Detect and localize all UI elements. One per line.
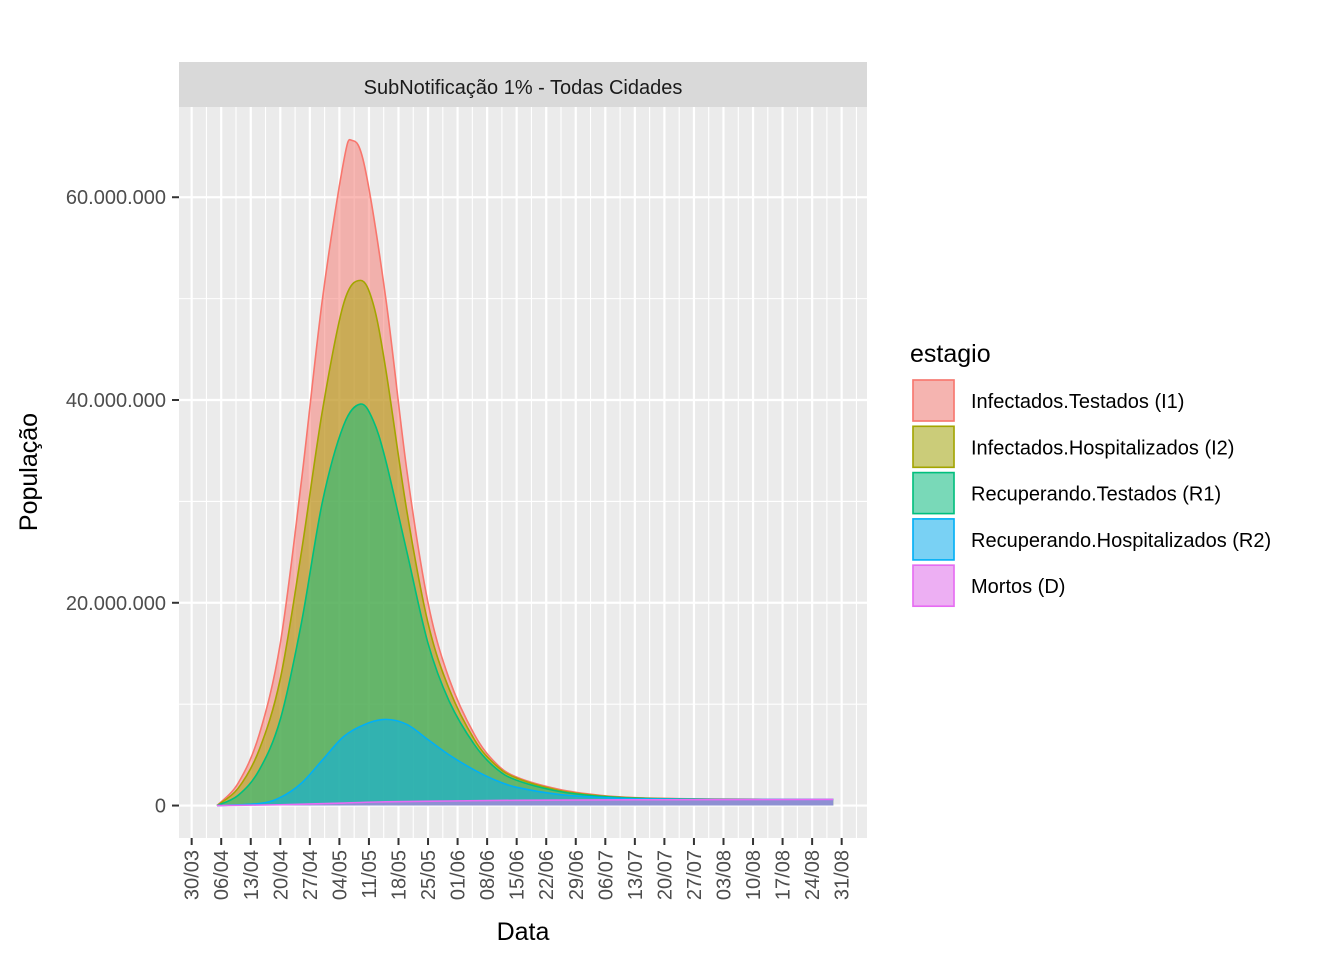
x-tick-label: 20/04 xyxy=(270,850,292,900)
areas xyxy=(216,138,834,807)
y-tick-label: 40.000.000 xyxy=(66,390,166,412)
area-mortos-d xyxy=(216,799,834,806)
legend-label-recuperando-testados-r1: Recuperando.Testados (R1) xyxy=(971,484,1221,506)
x-tick-label: 13/07 xyxy=(625,850,647,900)
x-tick-label: 04/05 xyxy=(329,850,351,900)
legend-swatch-recuperando-testados-r1 xyxy=(912,471,955,515)
facet-strip xyxy=(179,62,867,107)
legend-swatch-infectados-testados-i1 xyxy=(912,379,955,422)
x-tick-label: 13/04 xyxy=(241,850,263,900)
legend: Infectados.Testados (I1) Infectados.Hospi… xyxy=(912,379,1271,608)
x-tick-label: 24/08 xyxy=(802,850,824,900)
x-tick-label: 01/06 xyxy=(448,850,470,900)
x-tick-label: 25/05 xyxy=(418,850,440,900)
x-tick-label: 11/05 xyxy=(359,850,381,899)
x-tick-label: 27/07 xyxy=(684,850,706,900)
legend-title: estagio xyxy=(910,340,991,368)
x-tick-label: 29/06 xyxy=(566,850,588,900)
y-tick-label: 60.000.000 xyxy=(66,187,166,209)
legend-swatch-infectados-hospitalizados-i2 xyxy=(912,425,955,469)
x-tick-label: 18/05 xyxy=(388,850,410,900)
x-tick-label: 27/04 xyxy=(300,850,322,900)
y-axis-title: População xyxy=(15,413,43,531)
legend-swatch-mortos-d xyxy=(912,564,955,608)
x-tick-label: 17/08 xyxy=(773,850,795,900)
legend-label-recuperando-hospitalizados-r2: Recuperando.Hospitalizados (R2) xyxy=(971,530,1271,552)
y-axis: 0 20.000.000 40.000.000 60.000.000 xyxy=(66,187,179,818)
x-tick-label: 15/06 xyxy=(507,850,529,900)
line-mortos-d xyxy=(216,798,834,807)
legend-label-infectados-hospitalizados-i2: Infectados.Hospitalizados (I2) xyxy=(971,437,1234,459)
y-tick-label: 20.000.000 xyxy=(66,593,166,615)
area-recuperando-hospitalizados-r2 xyxy=(216,719,834,806)
area-recuperando-testados-r1 xyxy=(216,403,834,806)
x-tick-label: 06/04 xyxy=(211,850,233,900)
legend-swatch-recuperando-hospitalizados-r2 xyxy=(912,518,955,561)
x-tick-label: 22/06 xyxy=(536,850,558,900)
legend-label-infectados-testados-i1: Infectados.Testados (I1) xyxy=(971,391,1184,413)
facet-strip-title: SubNotificação 1% - Todas Cidades xyxy=(364,77,683,99)
y-tick-label: 0 xyxy=(155,796,166,818)
x-axis: 30/03 06/04 13/04 20/04 27/04 04/05 11/05 18/05… xyxy=(182,838,854,900)
line-recuperando-hospitalizados-r2 xyxy=(216,718,834,807)
legend-label-mortos-d: Mortos (D) xyxy=(971,576,1065,598)
x-tick-label: 30/03 xyxy=(182,850,204,900)
x-tick-label: 06/07 xyxy=(595,850,617,900)
x-axis-title: Data xyxy=(497,918,550,946)
x-tick-label: 10/08 xyxy=(743,850,765,900)
x-tick-label: 31/08 xyxy=(832,850,854,900)
x-tick-label: 03/08 xyxy=(713,850,735,900)
x-tick-label: 08/06 xyxy=(477,850,499,900)
x-tick-label: 20/07 xyxy=(654,850,676,900)
